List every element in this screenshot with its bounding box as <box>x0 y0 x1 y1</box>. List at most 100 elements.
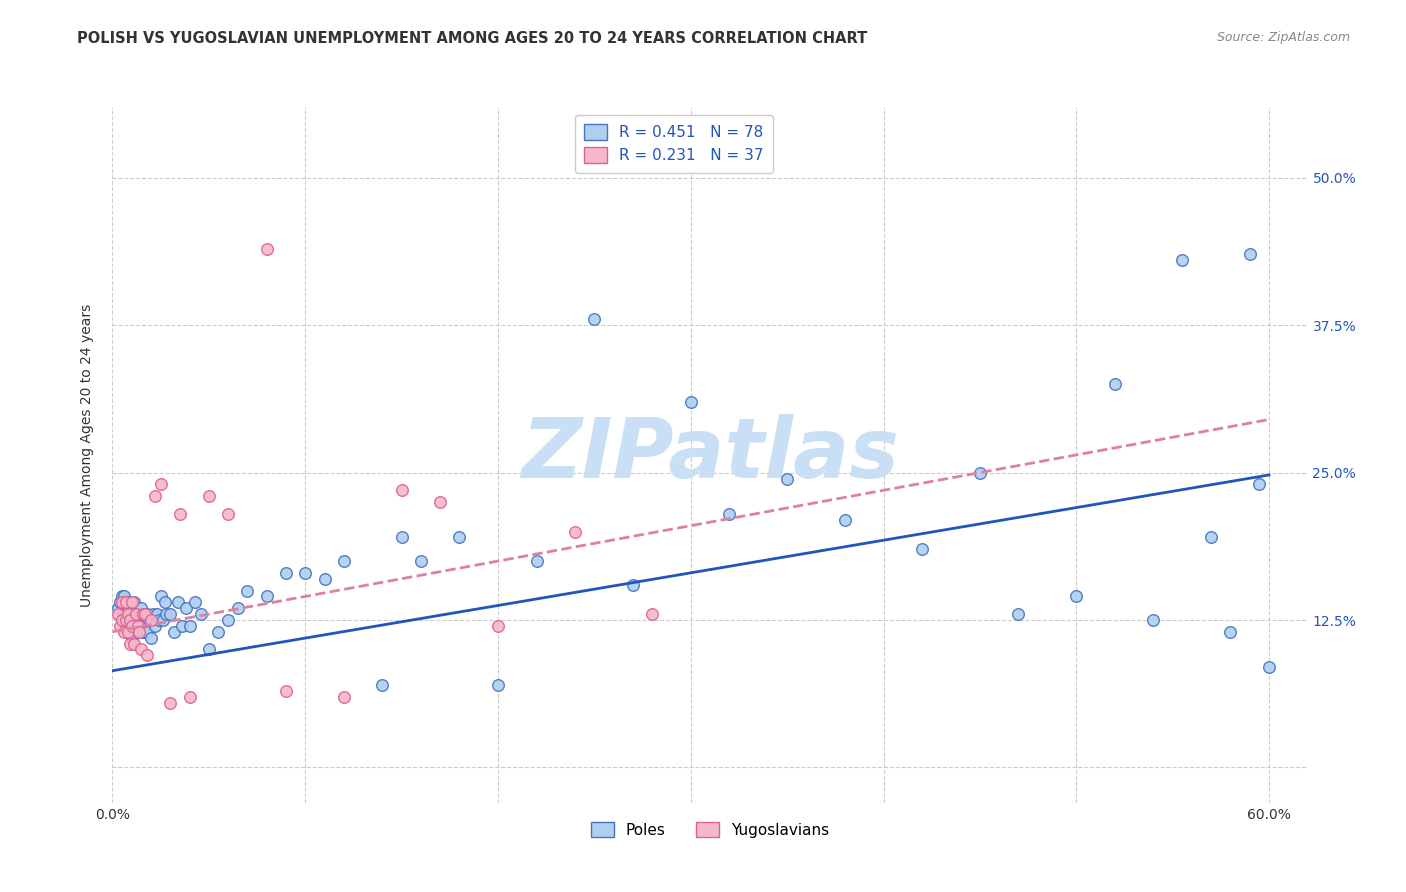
Poles <box>170 619 193 633</box>
Poles <box>115 595 138 609</box>
Yugoslavians <box>134 607 156 621</box>
Poles <box>122 595 145 609</box>
Poles <box>122 619 145 633</box>
Yugoslavians <box>118 613 141 627</box>
Text: Source: ZipAtlas.com: Source: ZipAtlas.com <box>1216 31 1350 45</box>
Y-axis label: Unemployment Among Ages 20 to 24 years: Unemployment Among Ages 20 to 24 years <box>80 303 94 607</box>
Poles <box>112 607 135 621</box>
Poles <box>111 613 134 627</box>
Yugoslavians <box>274 683 297 698</box>
Yugoslavians <box>124 607 146 621</box>
Yugoslavians <box>115 595 138 609</box>
Poles <box>969 466 991 480</box>
Yugoslavians <box>143 489 166 503</box>
Poles <box>131 619 153 633</box>
Poles <box>128 613 150 627</box>
Yugoslavians <box>111 595 134 609</box>
Poles <box>134 607 156 621</box>
Poles <box>153 595 176 609</box>
Poles <box>718 507 741 521</box>
Yugoslavians <box>107 607 129 621</box>
Yugoslavians <box>198 489 221 503</box>
Poles <box>274 566 297 580</box>
Yugoslavians <box>136 648 159 663</box>
Poles <box>167 595 190 609</box>
Poles <box>294 566 316 580</box>
Yugoslavians <box>132 607 155 621</box>
Yugoslavians <box>117 624 139 639</box>
Poles <box>117 624 139 639</box>
Poles <box>190 607 212 621</box>
Yugoslavians <box>131 642 153 657</box>
Poles <box>621 577 644 591</box>
Poles <box>124 613 146 627</box>
Yugoslavians <box>217 507 239 521</box>
Poles <box>256 590 278 604</box>
Yugoslavians <box>641 607 664 621</box>
Poles <box>159 607 181 621</box>
Poles <box>132 624 155 639</box>
Yugoslavians <box>333 690 356 704</box>
Poles <box>911 542 934 557</box>
Poles <box>121 631 143 645</box>
Poles <box>139 631 162 645</box>
Yugoslavians <box>486 619 509 633</box>
Yugoslavians <box>127 619 149 633</box>
Poles <box>174 601 197 615</box>
Poles <box>152 613 174 627</box>
Poles <box>1104 377 1126 392</box>
Poles <box>409 554 432 568</box>
Yugoslavians <box>391 483 413 498</box>
Poles <box>1171 253 1194 268</box>
Yugoslavians <box>429 495 451 509</box>
Yugoslavians <box>111 613 134 627</box>
Poles <box>136 607 159 621</box>
Yugoslavians <box>115 613 138 627</box>
Poles <box>143 619 166 633</box>
Poles <box>121 601 143 615</box>
Poles <box>217 613 239 627</box>
Poles <box>679 395 702 409</box>
Poles <box>117 601 139 615</box>
Poles <box>112 590 135 604</box>
Poles <box>127 624 149 639</box>
Poles <box>118 613 141 627</box>
Poles <box>127 607 149 621</box>
Poles <box>179 619 201 633</box>
Poles <box>226 601 249 615</box>
Poles <box>1064 590 1087 604</box>
Yugoslavians <box>122 637 145 651</box>
Poles <box>391 531 413 545</box>
Poles <box>136 624 159 639</box>
Yugoslavians <box>118 637 141 651</box>
Poles <box>138 613 160 627</box>
Yugoslavians <box>169 507 191 521</box>
Poles <box>207 624 229 639</box>
Poles <box>146 607 169 621</box>
Poles <box>583 312 606 326</box>
Poles <box>142 607 165 621</box>
Yugoslavians <box>179 690 201 704</box>
Poles <box>1199 531 1222 545</box>
Text: ZIPatlas: ZIPatlas <box>522 415 898 495</box>
Yugoslavians <box>256 242 278 256</box>
Poles <box>314 572 336 586</box>
Yugoslavians <box>121 595 143 609</box>
Poles <box>1007 607 1029 621</box>
Yugoslavians <box>159 696 181 710</box>
Yugoslavians <box>121 619 143 633</box>
Text: POLISH VS YUGOSLAVIAN UNEMPLOYMENT AMONG AGES 20 TO 24 YEARS CORRELATION CHART: POLISH VS YUGOSLAVIAN UNEMPLOYMENT AMONG… <box>77 31 868 46</box>
Poles <box>107 601 129 615</box>
Poles <box>371 678 394 692</box>
Poles <box>449 531 471 545</box>
Poles <box>148 613 170 627</box>
Yugoslavians <box>128 624 150 639</box>
Poles <box>111 590 134 604</box>
Yugoslavians <box>564 524 586 539</box>
Poles <box>131 601 153 615</box>
Poles <box>834 513 856 527</box>
Yugoslavians <box>117 607 139 621</box>
Poles <box>236 583 259 598</box>
Poles <box>184 595 207 609</box>
Yugoslavians <box>149 477 172 491</box>
